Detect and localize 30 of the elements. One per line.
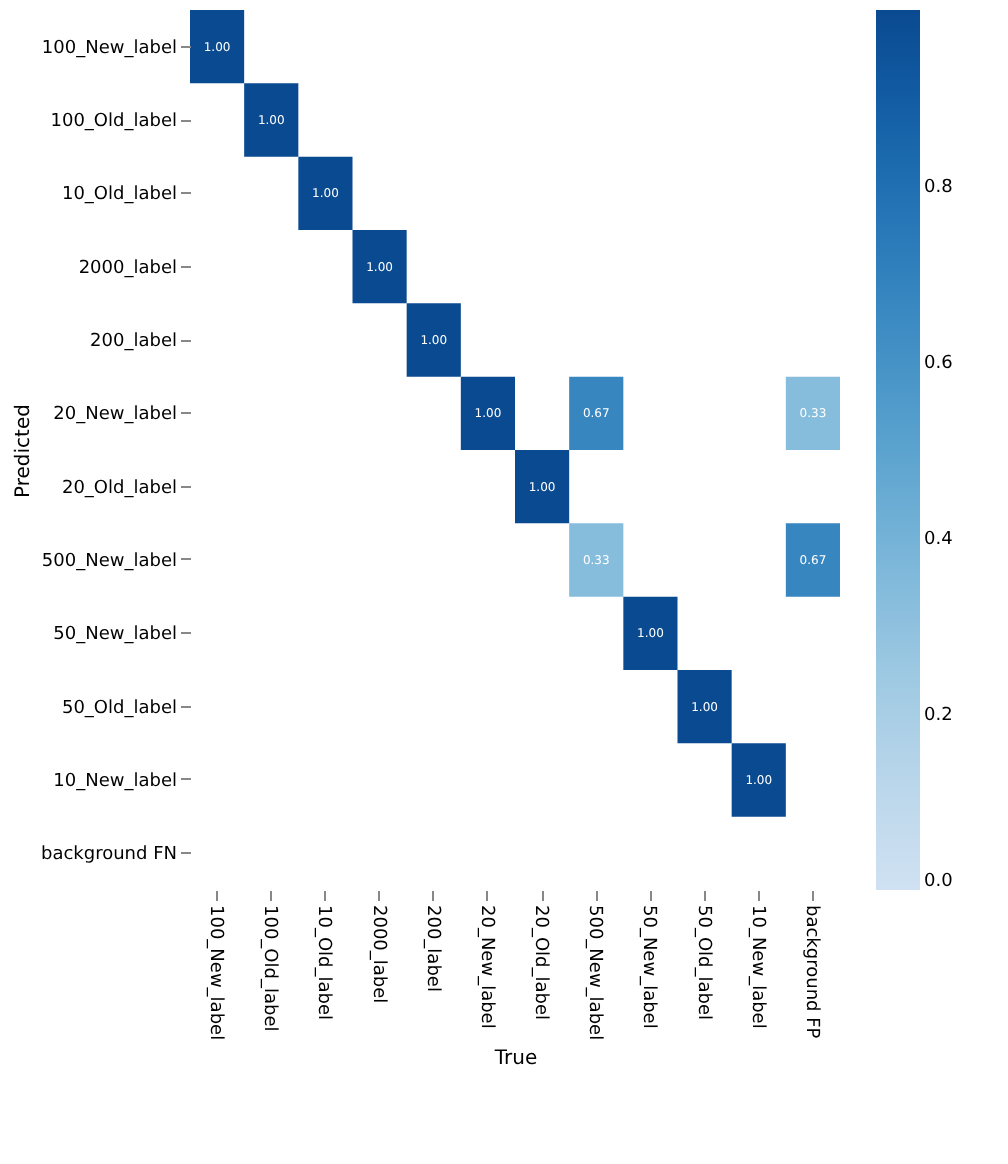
x-axis-title: True (492, 1048, 538, 1071)
y-tick-label: 100_Old_label (50, 112, 177, 132)
x-tick-label: 200_label (421, 905, 442, 992)
x-tick-label: 100_Old_label (259, 905, 280, 1032)
x-tick-label: 20_New_label (475, 905, 496, 1029)
color-bar-label: 0.6 (924, 354, 954, 374)
y-tick-label: 500_New_label (41, 552, 177, 572)
y-tick-label: 50_Old_label (61, 698, 177, 719)
y-tick-label: 20_Old_label (61, 478, 177, 499)
y-tick-label: 10_Old_label (61, 185, 177, 206)
y-tick-label: 50_New_label (53, 625, 177, 646)
y-tick-label: 20_New_label (53, 405, 177, 426)
y-tick-label: 200_label (90, 332, 177, 352)
x-tick-label: 10_New_label (746, 905, 767, 1029)
color-bar-label: 0.4 (924, 530, 954, 550)
y-tick-label: 100_New_label (41, 38, 177, 59)
y-tick-label: 2000_label (78, 258, 177, 279)
x-tick-label: 50_New_label (638, 905, 659, 1029)
x-tick-label: 2000_label (367, 905, 388, 1004)
x-tick-label: 50_Old_label (692, 905, 713, 1021)
x-tick-label: 20_Old_label (530, 905, 551, 1021)
color-bar-label: 0.8 (924, 178, 954, 198)
x-tick-label: background FP (800, 905, 821, 1040)
y-tick-label: 10_New_label (53, 772, 177, 792)
x-tick-label: 10_Old_label (313, 905, 334, 1021)
color-bar-label: 0.2 (924, 706, 953, 726)
y-tick-label: background FN (40, 845, 177, 866)
color-bar-label: 0.0 (924, 872, 954, 892)
x-tick-label: 500_New_label (584, 905, 605, 1041)
y-axis-title: Predicted (13, 404, 35, 498)
